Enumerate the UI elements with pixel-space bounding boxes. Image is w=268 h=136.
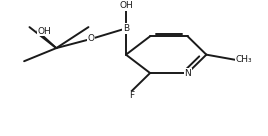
Text: CH₃: CH₃ bbox=[236, 55, 252, 64]
Text: N: N bbox=[184, 69, 191, 78]
Text: OH: OH bbox=[119, 1, 133, 10]
Text: F: F bbox=[129, 91, 134, 100]
Text: O: O bbox=[88, 34, 95, 43]
Text: OH: OH bbox=[38, 27, 51, 35]
Text: B: B bbox=[123, 24, 129, 33]
